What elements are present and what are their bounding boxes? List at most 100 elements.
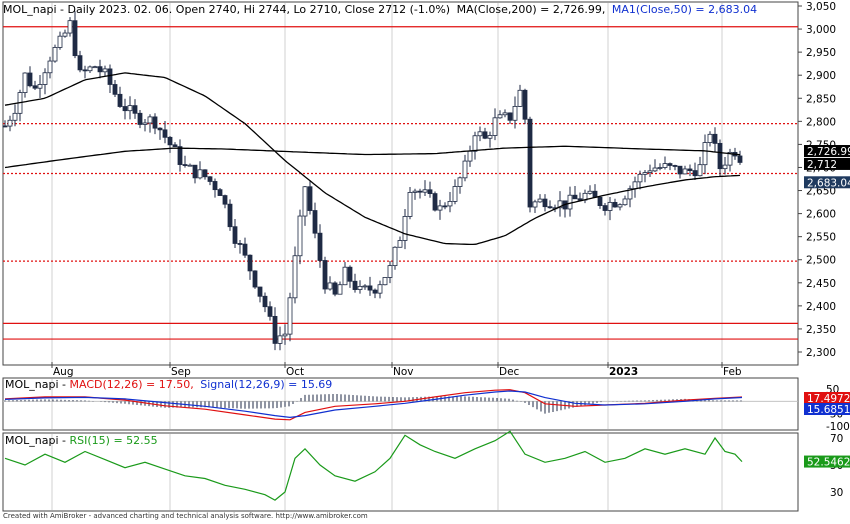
candle-body bbox=[642, 172, 648, 175]
price-tick-label: 3,050 bbox=[806, 1, 836, 13]
candle-body bbox=[597, 196, 603, 206]
candle-body bbox=[392, 246, 398, 267]
rsi-panel-title-prefix: MOL_napi - bbox=[5, 434, 70, 447]
month-label: Dec bbox=[499, 366, 520, 378]
candle-body bbox=[622, 198, 628, 206]
macd-tag bbox=[804, 392, 850, 404]
candle-body bbox=[567, 194, 573, 210]
signal-line bbox=[4, 390, 743, 419]
candle-body bbox=[572, 194, 578, 200]
candle-body bbox=[182, 164, 188, 166]
candle-body bbox=[107, 68, 113, 85]
rsi-tag bbox=[804, 455, 850, 468]
candle-body bbox=[362, 285, 368, 288]
candle-body bbox=[337, 284, 343, 295]
candle-body bbox=[722, 164, 728, 170]
month-label: Nov bbox=[393, 366, 414, 378]
month-label: Sep bbox=[171, 366, 191, 378]
candle-body bbox=[417, 190, 423, 193]
rsi-line bbox=[4, 430, 743, 501]
candle-body bbox=[87, 66, 93, 72]
candle-body bbox=[522, 89, 528, 120]
candle-body bbox=[632, 181, 638, 190]
candle-body bbox=[442, 205, 448, 208]
signal-label: Signal(12,26,9) = 15.69 bbox=[200, 378, 332, 391]
candle-body bbox=[402, 216, 408, 241]
candle-body bbox=[37, 84, 43, 89]
candle-body bbox=[727, 151, 733, 166]
candle-body bbox=[232, 226, 238, 244]
candle-body bbox=[307, 186, 313, 211]
price-panel bbox=[2, 1, 799, 366]
candle-body bbox=[147, 116, 153, 124]
candle-body bbox=[22, 72, 28, 93]
candle-body bbox=[537, 198, 543, 203]
candle-body bbox=[427, 189, 433, 194]
candle-body bbox=[167, 136, 173, 146]
candle-body bbox=[482, 131, 488, 139]
candle-body bbox=[212, 181, 218, 191]
price-tag-label: 2,726.99 bbox=[807, 146, 850, 158]
candle-body bbox=[162, 129, 168, 138]
price-tick-label: 2,550 bbox=[806, 232, 836, 244]
candle-body bbox=[387, 265, 393, 278]
candle-body bbox=[647, 170, 653, 173]
candle-body bbox=[242, 243, 248, 256]
candle-body bbox=[432, 193, 438, 211]
candle-body bbox=[677, 165, 683, 175]
candle-body bbox=[252, 270, 258, 288]
candle-body bbox=[192, 164, 198, 179]
candle-body bbox=[77, 55, 83, 71]
price-panel-header-text: MOL_napi - Daily 2023. 02. 06. Open 2740… bbox=[3, 3, 450, 16]
candle-body bbox=[152, 116, 158, 129]
candle-body bbox=[717, 142, 723, 170]
candle-body bbox=[317, 232, 323, 261]
candle-body bbox=[222, 195, 228, 205]
candle-body bbox=[512, 106, 518, 121]
month-label: Aug bbox=[53, 366, 74, 378]
candle-body bbox=[237, 243, 243, 245]
candle-body bbox=[612, 201, 618, 208]
candle-body bbox=[587, 190, 593, 194]
macd-panel-header: MOL_napi - MACD(12,26) = 17.50, Signal(1… bbox=[5, 378, 332, 391]
month-label: Feb bbox=[723, 366, 742, 378]
price-tick-label: 3,000 bbox=[806, 24, 836, 36]
candle-body bbox=[497, 114, 503, 119]
candle-body bbox=[652, 167, 658, 172]
candle-body bbox=[32, 85, 38, 89]
candle-body bbox=[262, 295, 268, 308]
candle-body bbox=[462, 160, 468, 179]
price-tick-label: 2,900 bbox=[806, 70, 836, 82]
candle-body bbox=[692, 170, 698, 177]
macd-tag-label: 17.4972 bbox=[807, 393, 850, 405]
candle-body bbox=[542, 198, 548, 208]
ma200-line bbox=[4, 145, 741, 169]
candle-body bbox=[447, 200, 453, 207]
candle-body bbox=[347, 266, 353, 282]
candle-body bbox=[257, 286, 263, 297]
candle-body bbox=[332, 282, 338, 295]
candle-body bbox=[397, 240, 403, 248]
candle-body bbox=[637, 173, 643, 183]
candle-body bbox=[342, 266, 348, 286]
candle-body bbox=[112, 84, 118, 95]
candle-body bbox=[357, 285, 363, 290]
candle-body bbox=[502, 112, 508, 116]
candle-body bbox=[467, 150, 473, 162]
price-tick-label: 2,800 bbox=[806, 116, 836, 128]
ma200-label: MA(Close,200) = 2,726.99, bbox=[457, 3, 606, 16]
candle-body bbox=[97, 66, 103, 73]
footer-credit: Created with AmiBroker - advanced charti… bbox=[3, 512, 368, 520]
candle-body bbox=[282, 333, 288, 337]
candle-body bbox=[712, 133, 718, 144]
candle-body bbox=[72, 20, 78, 57]
candle-body bbox=[352, 280, 358, 290]
price-tick-label: 2,450 bbox=[806, 278, 836, 290]
candle-body bbox=[272, 315, 278, 344]
price-tick-label: 2,950 bbox=[806, 47, 836, 59]
price-tick-label: 2,500 bbox=[806, 255, 836, 267]
candle-body bbox=[177, 146, 183, 165]
candle-body bbox=[457, 177, 463, 187]
candle-body bbox=[672, 165, 678, 167]
candle-body bbox=[377, 284, 383, 294]
